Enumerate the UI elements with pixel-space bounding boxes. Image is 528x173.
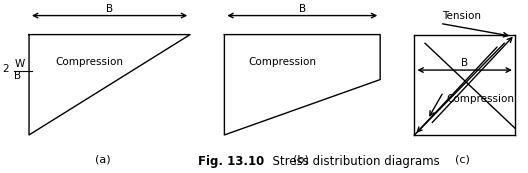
Text: 2: 2 [3, 64, 10, 74]
Text: Compression: Compression [248, 57, 316, 67]
Text: B: B [461, 58, 468, 68]
Text: B: B [299, 4, 306, 14]
Text: B: B [106, 4, 113, 14]
Text: Compression: Compression [446, 94, 514, 104]
Text: (c): (c) [455, 154, 469, 164]
Text: B: B [14, 71, 21, 81]
Text: (a): (a) [95, 154, 111, 164]
Text: (b): (b) [293, 154, 309, 164]
Text: W: W [14, 59, 24, 69]
Text: Tension: Tension [442, 11, 482, 21]
Text: Stress distribution diagrams: Stress distribution diagrams [265, 155, 440, 168]
Text: Fig. 13.10: Fig. 13.10 [198, 155, 264, 168]
Text: Compression: Compression [55, 57, 124, 67]
